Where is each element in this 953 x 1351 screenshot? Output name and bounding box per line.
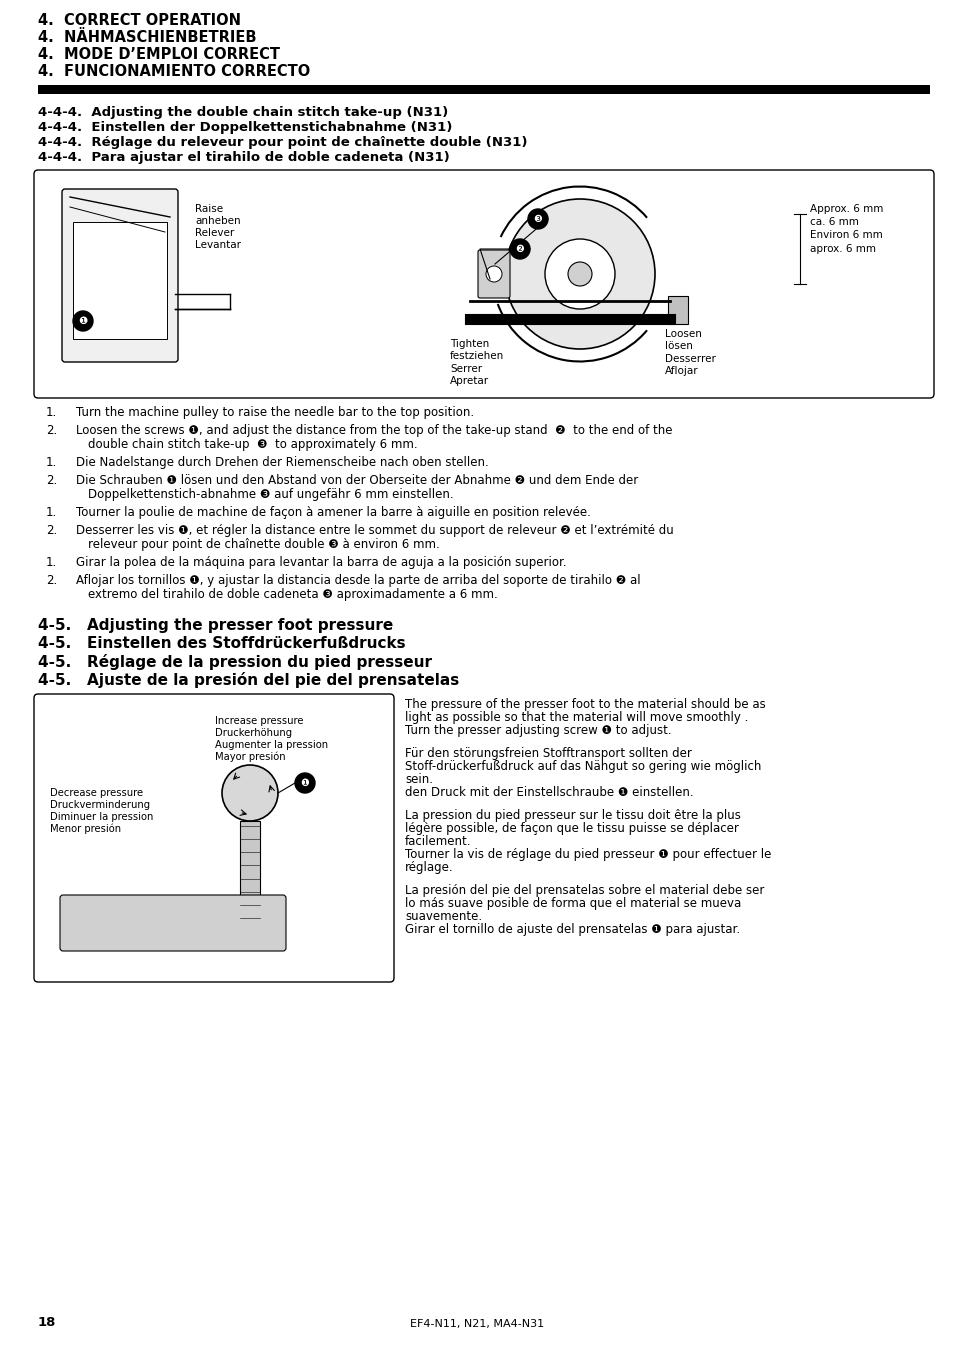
Text: sein.: sein. <box>405 773 433 786</box>
Text: réglage.: réglage. <box>405 861 453 874</box>
Text: La presión del pie del prensatelas sobre el material debe ser: La presión del pie del prensatelas sobre… <box>405 884 763 897</box>
FancyBboxPatch shape <box>62 189 178 362</box>
Text: Increase pressure: Increase pressure <box>214 716 303 725</box>
Text: Die Nadelstange durch Drehen der Riemenscheibe nach oben stellen.: Die Nadelstange durch Drehen der Riemens… <box>76 457 488 469</box>
FancyBboxPatch shape <box>60 894 286 951</box>
Text: The pressure of the presser foot to the material should be as: The pressure of the presser foot to the … <box>405 698 765 711</box>
Text: Druckverminderung: Druckverminderung <box>50 800 150 811</box>
Text: Stoff-drückerfußdruck auf das Nähgut so gering wie möglich: Stoff-drückerfußdruck auf das Nähgut so … <box>405 761 760 773</box>
Bar <box>38 85 929 95</box>
Text: 2.: 2. <box>46 574 57 586</box>
Text: 2.: 2. <box>46 474 57 486</box>
Text: double chain stitch take-up  ❸  to approximately 6 mm.: double chain stitch take-up ❸ to approxi… <box>88 438 417 451</box>
Text: EF4-N11, N21, MA4-N31: EF4-N11, N21, MA4-N31 <box>410 1319 543 1329</box>
Text: light as possible so that the material will move smoothly .: light as possible so that the material w… <box>405 711 747 724</box>
Text: den Druck mit der Einstellschraube ❶ einstellen.: den Druck mit der Einstellschraube ❶ ein… <box>405 786 693 798</box>
Bar <box>240 821 260 928</box>
FancyBboxPatch shape <box>34 170 933 399</box>
Circle shape <box>567 262 592 286</box>
Text: 4.  MODE D’EMPLOI CORRECT: 4. MODE D’EMPLOI CORRECT <box>38 47 280 62</box>
Text: 4-4-4.  Adjusting the double chain stitch take-up (N31): 4-4-4. Adjusting the double chain stitch… <box>38 105 448 119</box>
Text: ❸: ❸ <box>533 213 542 224</box>
Text: 1.: 1. <box>46 457 57 469</box>
Text: anheben: anheben <box>194 216 240 226</box>
Text: facilement.: facilement. <box>405 835 471 848</box>
Circle shape <box>485 266 501 282</box>
Text: Druckerhöhung: Druckerhöhung <box>214 728 292 738</box>
Text: Augmenter la pression: Augmenter la pression <box>214 740 328 750</box>
Bar <box>73 222 167 339</box>
Text: Relever: Relever <box>194 228 234 238</box>
Text: suavemente.: suavemente. <box>405 911 481 923</box>
Text: 2.: 2. <box>46 424 57 436</box>
Text: 1.: 1. <box>46 557 57 569</box>
Text: 4-4-4.  Réglage du releveur pour point de chaînette double (N31): 4-4-4. Réglage du releveur pour point de… <box>38 136 527 149</box>
Circle shape <box>544 239 615 309</box>
Text: Girar la polea de la máquina para levantar la barra de aguja a la posición super: Girar la polea de la máquina para levant… <box>76 557 566 569</box>
Text: Approx. 6 mm
ca. 6 mm
Environ 6 mm
aprox. 6 mm: Approx. 6 mm ca. 6 mm Environ 6 mm aprox… <box>809 204 882 254</box>
Text: 2.: 2. <box>46 524 57 536</box>
Text: Tourner la vis de réglage du pied presseur ❶ pour effectuer le: Tourner la vis de réglage du pied presse… <box>405 848 771 861</box>
Text: 4-5.   Adjusting the presser foot pressure: 4-5. Adjusting the presser foot pressure <box>38 617 393 634</box>
Circle shape <box>504 199 655 349</box>
FancyBboxPatch shape <box>477 250 510 299</box>
Text: 4-5.   Ajuste de la presión del pie del prensatelas: 4-5. Ajuste de la presión del pie del pr… <box>38 671 458 688</box>
Text: Loosen
lösen
Desserrer
Aflojar: Loosen lösen Desserrer Aflojar <box>664 330 715 376</box>
Circle shape <box>222 765 277 821</box>
Text: 4.  CORRECT OPERATION: 4. CORRECT OPERATION <box>38 14 241 28</box>
Text: Turn the presser adjusting screw ❶ to adjust.: Turn the presser adjusting screw ❶ to ad… <box>405 724 671 738</box>
Text: légère possible, de façon que le tissu puisse se déplacer: légère possible, de façon que le tissu p… <box>405 821 739 835</box>
Circle shape <box>527 209 547 230</box>
Text: ❶: ❶ <box>78 316 88 326</box>
Text: Decrease pressure: Decrease pressure <box>50 788 143 798</box>
Text: 18: 18 <box>38 1316 56 1329</box>
Text: 4.  NÄHMASCHIENBETRIEB: 4. NÄHMASCHIENBETRIEB <box>38 30 256 45</box>
Text: ❷: ❷ <box>515 245 524 254</box>
Circle shape <box>294 773 314 793</box>
Text: 4.  FUNCIONAMIENTO CORRECTO: 4. FUNCIONAMIENTO CORRECTO <box>38 63 310 78</box>
Text: Loosen the screws ❶, and adjust the distance from the top of the take-up stand  : Loosen the screws ❶, and adjust the dist… <box>76 424 672 436</box>
Circle shape <box>510 239 530 259</box>
Text: Menor presión: Menor presión <box>50 824 121 835</box>
Text: extremo del tirahilo de doble cadeneta ❸ aproximadamente a 6 mm.: extremo del tirahilo de doble cadeneta ❸… <box>88 588 497 601</box>
Text: Mayor presión: Mayor presión <box>214 753 285 762</box>
Text: Die Schrauben ❶ lösen und den Abstand von der Oberseite der Abnahme ❷ und dem En: Die Schrauben ❶ lösen und den Abstand vo… <box>76 474 638 486</box>
Text: Girar el tornillo de ajuste del prensatelas ❶ para ajustar.: Girar el tornillo de ajuste del prensate… <box>405 923 740 936</box>
Text: Doppelkettenstich-abnahme ❸ auf ungefähr 6 mm einstellen.: Doppelkettenstich-abnahme ❸ auf ungefähr… <box>88 488 453 501</box>
Circle shape <box>73 311 92 331</box>
Text: La pression du pied presseur sur le tissu doit être la plus: La pression du pied presseur sur le tiss… <box>405 809 740 821</box>
Text: lo más suave posible de forma que el material se mueva: lo más suave posible de forma que el mat… <box>405 897 740 911</box>
Text: Desserrer les vis ❶, et régler la distance entre le sommet du support de releveu: Desserrer les vis ❶, et régler la distan… <box>76 524 673 536</box>
Text: Diminuer la pression: Diminuer la pression <box>50 812 153 821</box>
Text: Für den störungsfreien Stofftransport sollten der: Für den störungsfreien Stofftransport so… <box>405 747 691 761</box>
Text: Levantar: Levantar <box>194 240 241 250</box>
Bar <box>667 296 687 324</box>
Text: 4-5.   Einstellen des Stoffdrückerfußdrucks: 4-5. Einstellen des Stoffdrückerfußdruck… <box>38 636 405 651</box>
Text: Tighten
festziehen
Serrer
Apretar: Tighten festziehen Serrer Apretar <box>450 339 504 386</box>
Text: 4-4-4.  Para ajustar el tirahilo de doble cadeneta (N31): 4-4-4. Para ajustar el tirahilo de doble… <box>38 151 449 163</box>
Text: 1.: 1. <box>46 507 57 519</box>
Text: 4-5.   Réglage de la pression du pied presseur: 4-5. Réglage de la pression du pied pres… <box>38 654 432 670</box>
Text: 1.: 1. <box>46 407 57 419</box>
Text: ❶: ❶ <box>300 778 309 788</box>
Text: releveur pour point de chaînette double ❸ à environ 6 mm.: releveur pour point de chaînette double … <box>88 538 439 551</box>
Text: Turn the machine pulley to raise the needle bar to the top position.: Turn the machine pulley to raise the nee… <box>76 407 474 419</box>
FancyBboxPatch shape <box>34 694 394 982</box>
Text: Aflojar los tornillos ❶, y ajustar la distancia desde la parte de arriba del sop: Aflojar los tornillos ❶, y ajustar la di… <box>76 574 640 586</box>
Text: 4-4-4.  Einstellen der Doppelkettenstichabnahme (N31): 4-4-4. Einstellen der Doppelkettensticha… <box>38 122 452 134</box>
Text: Raise: Raise <box>194 204 223 213</box>
Text: Tourner la poulie de machine de façon à amener la barre à aiguille en position r: Tourner la poulie de machine de façon à … <box>76 507 590 519</box>
